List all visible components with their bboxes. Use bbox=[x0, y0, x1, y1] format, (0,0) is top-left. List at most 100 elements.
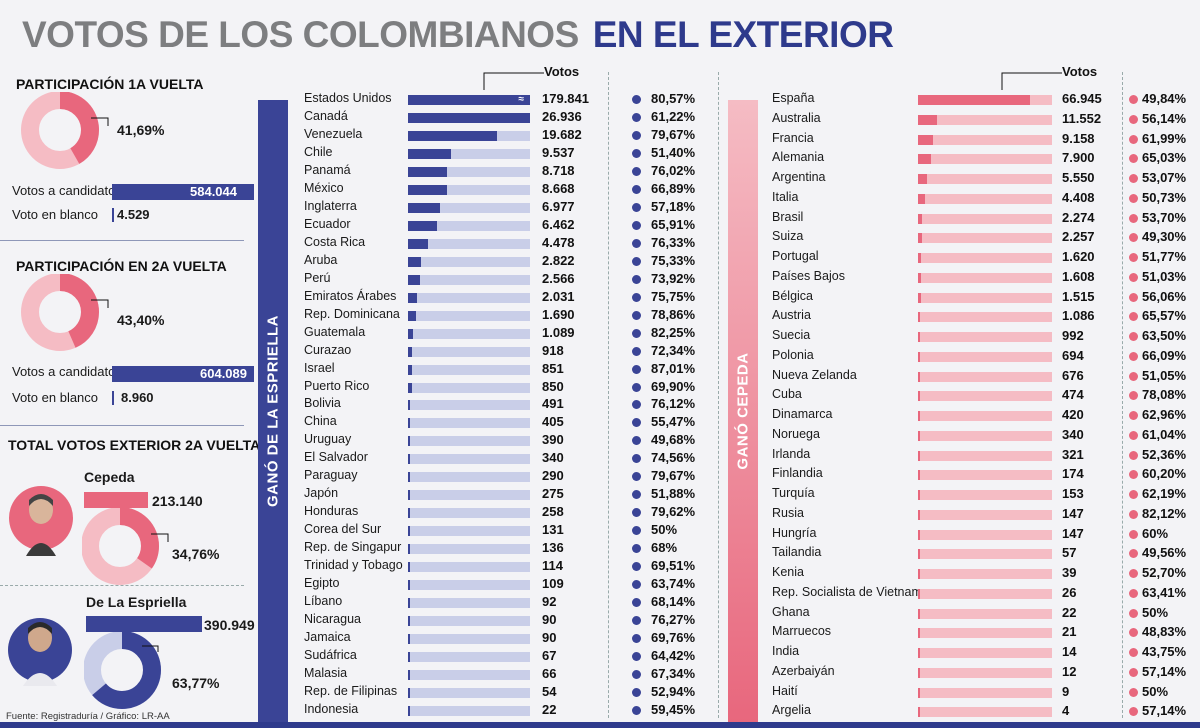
country-label: Rep. Socialista de Vietnam bbox=[772, 584, 922, 599]
country-label: Australia bbox=[772, 110, 821, 125]
bar-track bbox=[918, 509, 1052, 520]
pct-value: 48,83% bbox=[1142, 624, 1187, 640]
vote-value: 4.478 bbox=[542, 234, 575, 250]
dot-marker bbox=[632, 490, 641, 500]
country-label: Argentina bbox=[772, 170, 826, 184]
vuelta1-pct: 41,69% bbox=[117, 122, 165, 138]
bar bbox=[918, 430, 920, 441]
bar bbox=[408, 112, 530, 123]
bar-track bbox=[408, 256, 530, 267]
country-label: Israel bbox=[304, 360, 335, 375]
pct-value: 52,70% bbox=[1142, 565, 1187, 580]
bar bbox=[408, 256, 421, 267]
country-label: Suiza bbox=[772, 229, 804, 244]
country-label: México bbox=[304, 180, 344, 195]
pct-value: 50% bbox=[1142, 604, 1169, 620]
votos-header-left: Votos bbox=[544, 64, 580, 79]
country-label: Aruba bbox=[304, 252, 338, 267]
page-title: VOTOS DE LOS COLOMBIANOS EN EL EXTERIOR bbox=[22, 14, 894, 56]
country-label: Rep. Dominicana bbox=[304, 306, 400, 321]
dot-marker bbox=[1129, 233, 1138, 243]
bar bbox=[918, 134, 934, 145]
vote-value: 420 bbox=[1062, 407, 1084, 422]
vote-value: 851 bbox=[542, 360, 564, 376]
vote-value: 114 bbox=[542, 558, 563, 574]
divider bbox=[718, 72, 719, 718]
bar-track bbox=[408, 562, 530, 573]
country-label: Bolivia bbox=[304, 396, 341, 411]
pct-value: 61,04% bbox=[1142, 426, 1187, 442]
vote-value: 109 bbox=[542, 576, 564, 592]
bar-track bbox=[408, 274, 530, 285]
dot-marker bbox=[632, 598, 641, 608]
vote-value: 2.274 bbox=[1062, 209, 1095, 225]
dot-marker bbox=[632, 580, 641, 590]
vuelta1-donut-arc bbox=[21, 92, 99, 169]
vuelta2-donut-arc bbox=[21, 274, 99, 351]
pct-value: 50% bbox=[651, 522, 678, 538]
bar bbox=[408, 418, 410, 429]
bar bbox=[918, 312, 920, 323]
bar bbox=[918, 490, 920, 500]
country-label: Guatemala bbox=[304, 324, 366, 339]
pct-value: 76,33% bbox=[651, 234, 696, 250]
vuelta1-candidates-label: Votos a candidatos bbox=[12, 183, 122, 198]
vote-value: 6.977 bbox=[542, 198, 575, 214]
bar-track bbox=[918, 529, 1052, 540]
pct-value: 57,14% bbox=[1142, 703, 1187, 719]
vote-value: 22 bbox=[1062, 604, 1077, 620]
bar bbox=[408, 526, 410, 537]
country-label: Egipto bbox=[304, 576, 340, 591]
pct-value: 64,42% bbox=[651, 648, 696, 664]
vuelta1-blank-bar bbox=[112, 208, 114, 222]
bar bbox=[918, 628, 920, 639]
pct-value: 79,67% bbox=[651, 126, 696, 142]
pct-value: 49,84% bbox=[1142, 91, 1187, 106]
bar-track bbox=[918, 450, 1052, 461]
vote-value: 174 bbox=[1062, 466, 1084, 482]
pct-value: 80,57% bbox=[651, 91, 696, 106]
pct-value: 79,67% bbox=[651, 468, 696, 484]
dot-marker bbox=[1129, 430, 1138, 440]
country-label: Inglaterra bbox=[304, 198, 357, 213]
pct-value: 66,89% bbox=[651, 180, 696, 196]
bar-track bbox=[918, 391, 1052, 402]
pct-value: 59,45% bbox=[651, 701, 696, 717]
vote-value: 26.936 bbox=[542, 108, 582, 124]
vote-value: 26 bbox=[1062, 584, 1077, 600]
bar-track bbox=[408, 616, 530, 627]
bar-track bbox=[918, 687, 1052, 698]
vuelta1-heading: PARTICIPACIÓN 1A VUELTA bbox=[16, 76, 204, 92]
bar bbox=[408, 310, 416, 321]
dot-marker bbox=[632, 526, 641, 536]
espriella-avatar bbox=[8, 618, 72, 686]
bar bbox=[918, 529, 920, 540]
dot-marker bbox=[1129, 193, 1138, 203]
pct-value: 69,76% bbox=[651, 630, 696, 646]
dot-marker bbox=[1129, 154, 1138, 164]
country-label: Uruguay bbox=[304, 432, 352, 447]
pct-value: 57,18% bbox=[651, 198, 696, 214]
vote-value: 2.566 bbox=[542, 270, 575, 286]
country-label: Brasil bbox=[772, 209, 804, 224]
vuelta2-candidates-bar bbox=[112, 366, 254, 382]
dot-marker bbox=[1129, 588, 1138, 598]
espriella-votes-bar bbox=[86, 616, 202, 632]
bar bbox=[408, 364, 412, 375]
vote-value: 22 bbox=[542, 701, 557, 717]
bar-track bbox=[408, 346, 530, 357]
dot-marker bbox=[1129, 371, 1138, 381]
pct-value: 69,90% bbox=[651, 378, 696, 394]
bar-track bbox=[918, 213, 1052, 224]
country-label: Austria bbox=[772, 308, 811, 323]
pct-value: 73,92% bbox=[651, 270, 696, 286]
dot-marker bbox=[1129, 509, 1138, 519]
dot-marker bbox=[632, 454, 641, 464]
bar bbox=[918, 549, 920, 560]
dot-marker bbox=[1129, 450, 1138, 460]
vuelta2-blank-label: Voto en blanco bbox=[12, 390, 99, 405]
bar-track bbox=[408, 688, 530, 698]
bar-track bbox=[918, 490, 1052, 500]
cepeda-leader-line bbox=[151, 533, 169, 542]
divider bbox=[0, 425, 244, 426]
